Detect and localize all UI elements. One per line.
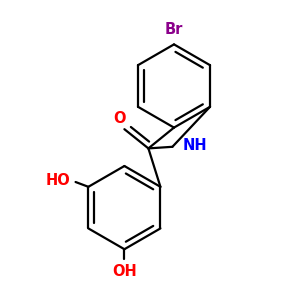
- Text: NH: NH: [183, 138, 207, 153]
- Text: Br: Br: [165, 22, 183, 37]
- Text: HO: HO: [46, 173, 71, 188]
- Text: O: O: [113, 111, 126, 126]
- Text: OH: OH: [112, 264, 137, 279]
